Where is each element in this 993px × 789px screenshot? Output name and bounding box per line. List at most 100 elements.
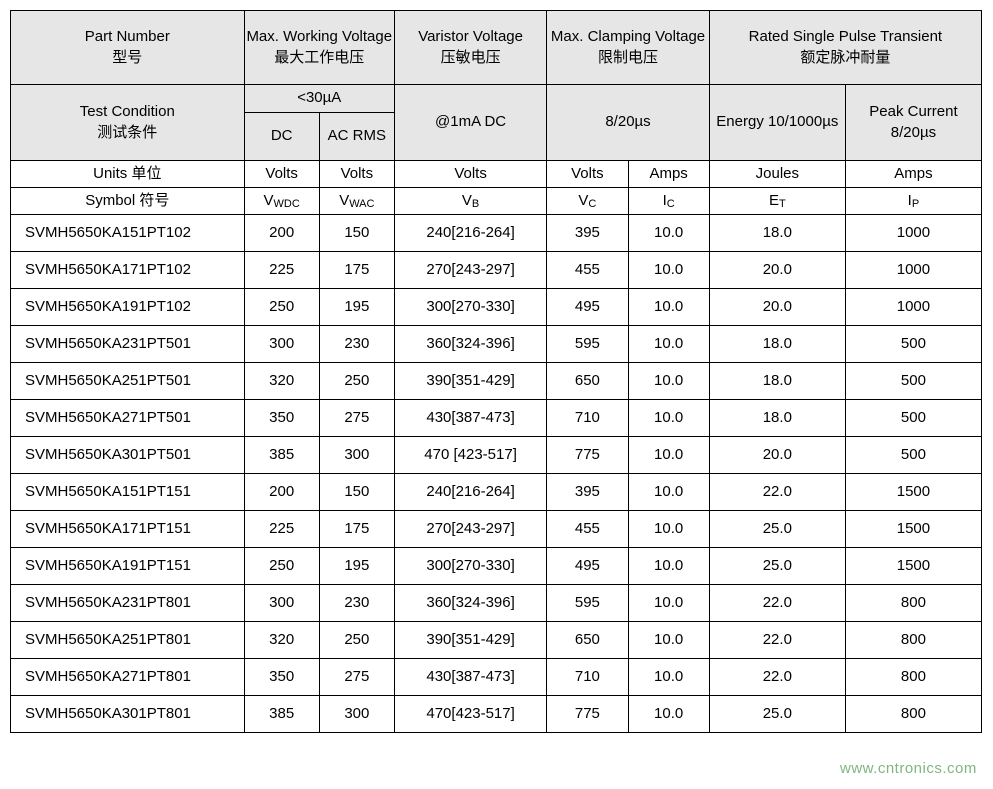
value-cell: 10.0 (628, 215, 709, 252)
value-cell: 350 (244, 400, 319, 437)
part-number-cell: SVMH5650KA251PT501 (11, 363, 245, 400)
value-cell: 500 (845, 326, 981, 363)
hdr-max-clamping: Max. Clamping Voltage 限制电压 (547, 11, 710, 85)
value-cell: 390[351-429] (394, 363, 546, 400)
part-number-cell: SVMH5650KA151PT151 (11, 474, 245, 511)
value-cell: 500 (845, 400, 981, 437)
value-cell: 10.0 (628, 696, 709, 733)
part-number-cell: SVMH5650KA301PT801 (11, 696, 245, 733)
value-cell: 470 [423-517] (394, 437, 546, 474)
value-cell: 200 (244, 474, 319, 511)
value-cell: 10.0 (628, 326, 709, 363)
value-cell: 495 (547, 548, 628, 585)
part-number-cell: SVMH5650KA171PT151 (11, 511, 245, 548)
value-cell: 385 (244, 437, 319, 474)
value-cell: 500 (845, 437, 981, 474)
hdr-energy: Energy 10/1000µs (709, 85, 845, 161)
value-cell: 800 (845, 696, 981, 733)
part-number-cell: SVMH5650KA301PT501 (11, 437, 245, 474)
value-cell: 800 (845, 622, 981, 659)
value-cell: 1500 (845, 548, 981, 585)
value-cell: 800 (845, 659, 981, 696)
value-cell: 300 (244, 326, 319, 363)
value-cell: 20.0 (709, 289, 845, 326)
symbol-cell: ET (709, 188, 845, 215)
symbol-cell: VB (394, 188, 546, 215)
value-cell: 395 (547, 215, 628, 252)
part-number-cell: SVMH5650KA231PT801 (11, 585, 245, 622)
value-cell: 300 (319, 437, 394, 474)
value-cell: 775 (547, 696, 628, 733)
part-number-cell: SVMH5650KA191PT102 (11, 289, 245, 326)
value-cell: 360[324-396] (394, 326, 546, 363)
value-cell: 320 (244, 622, 319, 659)
value-cell: 10.0 (628, 474, 709, 511)
value-cell: 390[351-429] (394, 622, 546, 659)
value-cell: 350 (244, 659, 319, 696)
value-cell: 800 (845, 585, 981, 622)
value-cell: 470[423-517] (394, 696, 546, 733)
value-cell: 595 (547, 326, 628, 363)
hdr-max-working: Max. Working Voltage最大工作电压 (244, 11, 394, 85)
part-number-cell: SVMH5650KA231PT501 (11, 326, 245, 363)
value-cell: 25.0 (709, 511, 845, 548)
value-cell: 650 (547, 363, 628, 400)
value-cell: 10.0 (628, 289, 709, 326)
value-cell: 775 (547, 437, 628, 474)
symbol-cell: IP (845, 188, 981, 215)
value-cell: 1000 (845, 215, 981, 252)
units-cell: Volts (547, 161, 628, 188)
hdr-peak: Peak Current 8/20µs (845, 85, 981, 161)
value-cell: 22.0 (709, 659, 845, 696)
value-cell: 10.0 (628, 437, 709, 474)
value-cell: 320 (244, 363, 319, 400)
value-cell: 275 (319, 400, 394, 437)
units-cell: Amps (628, 161, 709, 188)
value-cell: 250 (319, 622, 394, 659)
value-cell: 270[243-297] (394, 511, 546, 548)
value-cell: 22.0 (709, 474, 845, 511)
hdr-dc: DC (244, 113, 319, 161)
value-cell: 710 (547, 400, 628, 437)
units-cell: Joules (709, 161, 845, 188)
value-cell: 18.0 (709, 326, 845, 363)
symbol-cell: VWDC (244, 188, 319, 215)
value-cell: 1000 (845, 289, 981, 326)
value-cell: 20.0 (709, 437, 845, 474)
hdr-varistor: Varistor Voltage压敏电压 (394, 11, 546, 85)
value-cell: 195 (319, 548, 394, 585)
value-cell: 18.0 (709, 215, 845, 252)
hdr-part-number: Part Number型号 (11, 11, 245, 85)
units-cell: Amps (845, 161, 981, 188)
value-cell: 495 (547, 289, 628, 326)
spec-table: Part Number型号 Max. Working Voltage最大工作电压… (10, 10, 982, 733)
value-cell: 300[270-330] (394, 548, 546, 585)
value-cell: 300 (319, 696, 394, 733)
units-label: Units 单位 (11, 161, 245, 188)
part-number-cell: SVMH5650KA171PT102 (11, 252, 245, 289)
hdr-test-condition: Test Condition测试条件 (11, 85, 245, 161)
hdr-acrms: AC RMS (319, 113, 394, 161)
part-number-cell: SVMH5650KA271PT501 (11, 400, 245, 437)
value-cell: 10.0 (628, 548, 709, 585)
value-cell: 195 (319, 289, 394, 326)
value-cell: 150 (319, 215, 394, 252)
value-cell: 225 (244, 252, 319, 289)
value-cell: 275 (319, 659, 394, 696)
symbol-cell: VWAC (319, 188, 394, 215)
value-cell: 18.0 (709, 400, 845, 437)
value-cell: 650 (547, 622, 628, 659)
symbol-cell: IC (628, 188, 709, 215)
units-cell: Volts (319, 161, 394, 188)
value-cell: 175 (319, 252, 394, 289)
units-cell: Volts (244, 161, 319, 188)
value-cell: 385 (244, 696, 319, 733)
hdr-rated-pulse: Rated Single Pulse Transient额定脉冲耐量 (709, 11, 981, 85)
value-cell: 25.0 (709, 696, 845, 733)
hdr-lt30: <30µA (244, 85, 394, 113)
value-cell: 230 (319, 585, 394, 622)
value-cell: 360[324-396] (394, 585, 546, 622)
value-cell: 10.0 (628, 622, 709, 659)
hdr-at1ma: @1mA DC (394, 85, 546, 161)
value-cell: 10.0 (628, 252, 709, 289)
